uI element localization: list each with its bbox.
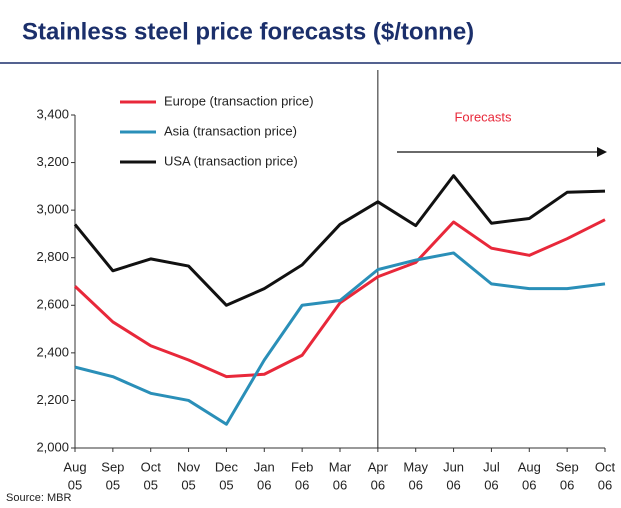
- legend-label: USA (transaction price): [164, 153, 298, 168]
- x-tick-label: Dec: [215, 459, 239, 474]
- series-line: [74, 251, 606, 426]
- x-tick-label: Jan: [254, 459, 275, 474]
- y-tick-label: 2,600: [36, 297, 69, 312]
- x-tick-label: 05: [143, 477, 157, 492]
- x-tick-label: 06: [371, 477, 385, 492]
- legend-label: Europe (transaction price): [164, 93, 314, 108]
- x-tick-label: 06: [522, 477, 536, 492]
- y-tick-label: 2,800: [36, 249, 69, 264]
- x-tick-label: 06: [295, 477, 309, 492]
- y-tick-label: 3,000: [36, 202, 69, 217]
- chart-title: Stainless steel price forecasts ($/tonne…: [22, 18, 474, 45]
- y-tick-label: 3,200: [36, 154, 69, 169]
- x-tick-label: 06: [598, 477, 612, 492]
- x-tick-label: 05: [68, 477, 82, 492]
- x-tick-label: Sep: [101, 459, 124, 474]
- x-tick-label: May: [403, 459, 428, 474]
- x-tick-label: Aug: [518, 459, 541, 474]
- x-tick-label: Feb: [291, 459, 313, 474]
- y-tick-label: 2,400: [36, 344, 69, 359]
- x-tick-label: 06: [408, 477, 422, 492]
- x-tick-label: Jun: [443, 459, 464, 474]
- x-tick-label: 05: [219, 477, 233, 492]
- x-tick-label: Apr: [368, 459, 389, 474]
- series-line: [73, 218, 606, 379]
- x-tick-label: Oct: [595, 459, 616, 474]
- legend-label: Asia (transaction price): [164, 123, 297, 138]
- x-tick-label: 05: [106, 477, 120, 492]
- y-tick-label: 3,400: [36, 106, 69, 121]
- x-tick-label: 06: [560, 477, 574, 492]
- y-tick-label: 2,200: [36, 392, 69, 407]
- x-tick-label: Aug: [63, 459, 86, 474]
- x-tick-label: Jul: [483, 459, 500, 474]
- x-tick-label: 06: [333, 477, 347, 492]
- x-tick-label: 06: [257, 477, 271, 492]
- series-line: [73, 174, 606, 307]
- arrow-head: [597, 147, 607, 157]
- x-tick-label: Oct: [141, 459, 162, 474]
- x-tick-label: Mar: [329, 459, 352, 474]
- x-tick-label: 06: [446, 477, 460, 492]
- x-tick-label: Nov: [177, 459, 201, 474]
- source: Source: MBR: [6, 492, 71, 504]
- x-tick-label: Sep: [556, 459, 579, 474]
- y-tick-label: 2,000: [36, 439, 69, 454]
- x-tick-label: 05: [181, 477, 195, 492]
- annotation: Forecasts: [454, 109, 512, 124]
- x-tick-label: 06: [484, 477, 498, 492]
